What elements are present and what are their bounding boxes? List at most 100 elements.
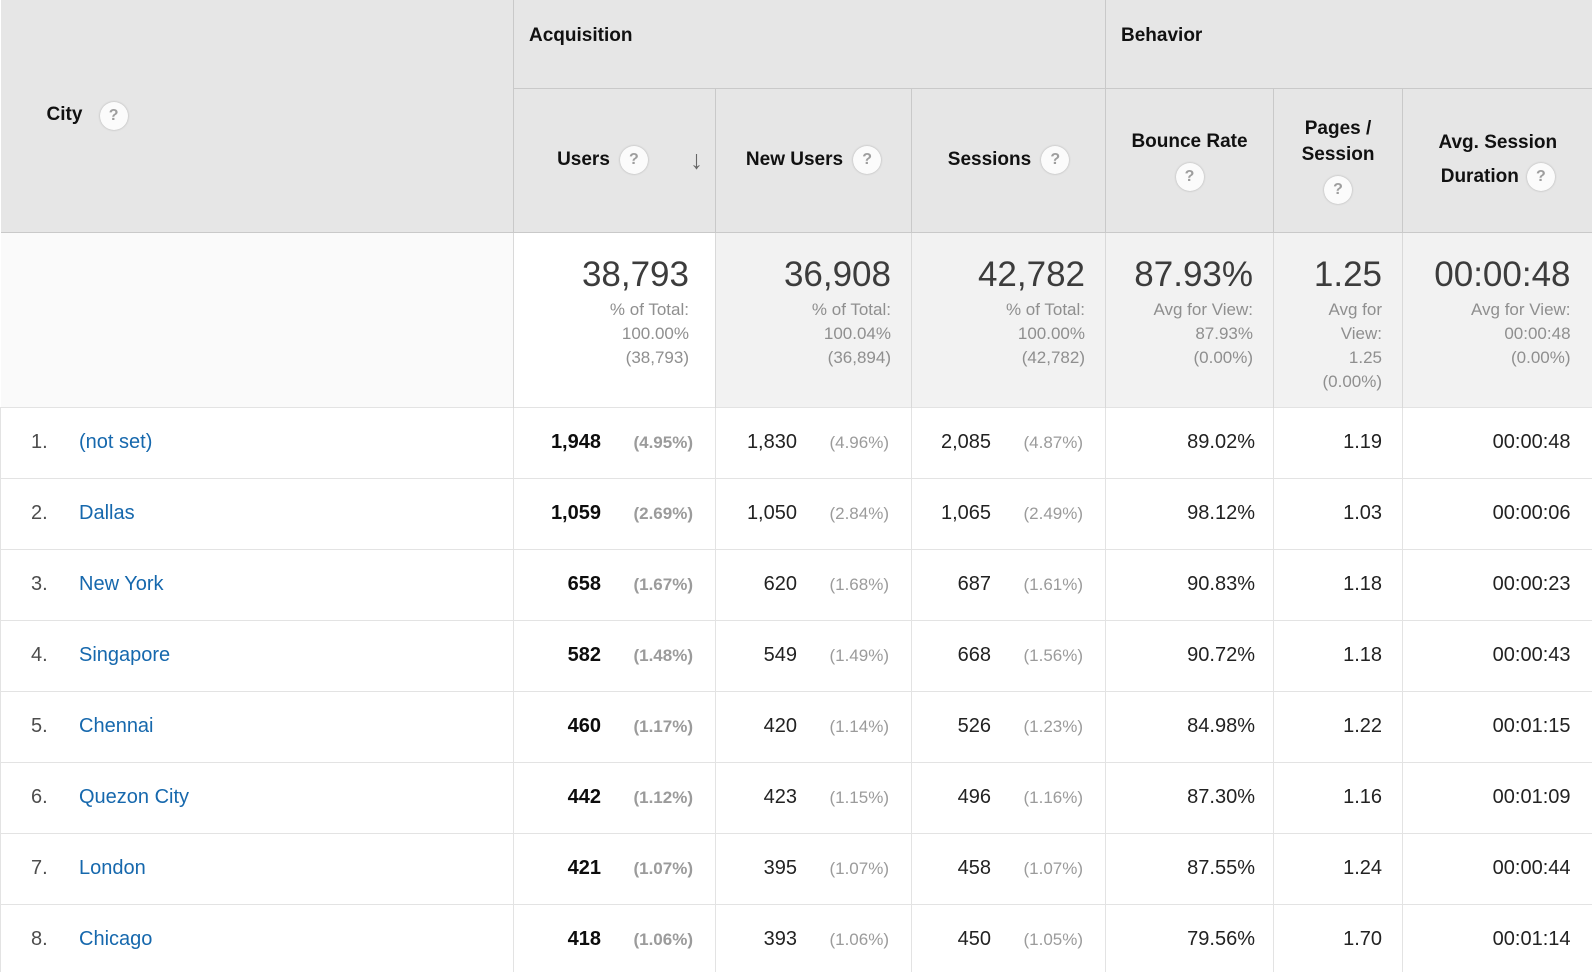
avg-session-duration-cell: 00:01:14 (1402, 903, 1592, 972)
pages-session-value: 1.22 (1343, 715, 1383, 737)
column-header-avg-session-duration[interactable]: Avg. Session Duration? (1402, 87, 1592, 233)
bounce-rate-cell: 90.83% (1105, 548, 1274, 620)
users-value: 1,059 (550, 502, 601, 524)
new-users-cell: 1,830 (4.96%) (715, 406, 912, 478)
city-cell: 6. Quezon City (0, 761, 514, 833)
row-index: 4. (31, 644, 48, 666)
users-percent: (1.12%) (633, 787, 693, 807)
avg-session-duration-value: 00:00:44 (1492, 857, 1571, 879)
table-row: 7. London 421 (1.07%) 395 (1.07%) 458 (1.07%) 87… (0, 832, 1592, 904)
table-row: 5. Chennai 460 (1.17%) 420 (1.14%) 526 (1.23%) 8… (0, 690, 1592, 762)
new-users-percent: (1.07%) (829, 858, 889, 878)
avg-session-duration-value: 00:01:09 (1492, 786, 1571, 808)
new-users-cell: 549 (1.49%) (715, 619, 912, 691)
help-icon[interactable]: ? (1041, 146, 1070, 174)
pages-session-cell: 1.70 (1273, 903, 1403, 972)
users-value: 418 (567, 928, 601, 951)
bounce-rate-cell: 87.30% (1105, 761, 1274, 833)
new-users-percent: (1.49%) (829, 645, 889, 665)
row-index: 2. (31, 502, 48, 524)
summary-new-users-subtext: % of Total: 100.04% (36,894) (811, 299, 891, 367)
avg-session-duration-cell: 00:00:43 (1402, 619, 1592, 691)
help-icon[interactable]: ? (1175, 162, 1204, 191)
users-cell: 418 (1.06%) (513, 903, 716, 972)
new-users-percent: (1.15%) (829, 787, 889, 807)
new-users-value: 549 (763, 644, 797, 666)
bounce-rate-cell: 89.02% (1105, 406, 1274, 478)
new-users-value: 423 (763, 786, 797, 808)
table-row: 6. Quezon City 442 (1.12%) 423 (1.15%) 496 (1.1… (0, 761, 1592, 833)
help-icon[interactable]: ? (1526, 162, 1555, 191)
sessions-cell: 458 (1.07%) (910, 832, 1106, 904)
users-value: 442 (567, 786, 601, 808)
sessions-cell: 668 (1.56%) (910, 619, 1106, 691)
avg-session-duration-cell: 00:00:06 (1402, 477, 1592, 549)
city-link[interactable]: New York (79, 573, 164, 595)
sort-descending-icon[interactable]: ↓ (690, 144, 703, 175)
summary-sessions-total: 42,782 (977, 254, 1086, 294)
avg-session-duration-value: 00:01:14 (1492, 928, 1571, 951)
users-cell: 582 (1.48%) (513, 619, 716, 691)
sessions-percent: (1.56%) (1023, 645, 1084, 665)
new-users-value: 393 (763, 928, 797, 951)
acquisition-group-label: Acquisition (529, 25, 633, 46)
avg-session-duration-value: 00:00:43 (1492, 644, 1571, 666)
city-link[interactable]: Singapore (79, 644, 171, 666)
city-header-label: City (46, 103, 83, 125)
sessions-cell: 450 (1.05%) (910, 903, 1106, 972)
avg-session-duration-cell: 00:01:09 (1402, 761, 1592, 833)
column-header-city[interactable]: City ? (0, 0, 514, 233)
summary-users-total: 38,793 (581, 254, 689, 294)
column-header-users[interactable]: Users ? ↓ (513, 87, 716, 233)
city-cell: 7. London (0, 832, 514, 904)
sessions-percent: (1.07%) (1023, 858, 1084, 878)
group-header-behavior: Behavior (1105, 0, 1592, 88)
help-icon[interactable]: ? (99, 101, 128, 130)
city-link[interactable]: Quezon City (79, 786, 190, 808)
column-header-new-users[interactable]: New Users ? (715, 87, 912, 233)
users-percent: (4.95%) (633, 432, 693, 452)
pages-session-value: 1.24 (1343, 857, 1383, 879)
city-link[interactable]: Chennai (79, 715, 154, 737)
column-header-bounce-rate[interactable]: Bounce Rate ? (1105, 87, 1274, 233)
city-cell: 3. New York (0, 548, 514, 620)
city-cell: 4. Singapore (0, 619, 514, 691)
pages-session-value: 1.03 (1343, 502, 1383, 524)
users-percent: (2.69%) (633, 503, 693, 523)
sessions-cell: 1,065 (2.49%) (910, 477, 1106, 549)
sessions-value: 2,085 (940, 431, 992, 453)
new-users-cell: 1,050 (2.84%) (715, 477, 912, 549)
column-header-sessions[interactable]: Sessions ? (910, 87, 1106, 233)
users-cell: 658 (1.67%) (513, 548, 716, 620)
users-value: 658 (567, 573, 601, 595)
bounce-rate-value: 87.30% (1187, 786, 1256, 808)
sessions-cell: 687 (1.61%) (910, 548, 1106, 620)
users-percent: (1.07%) (633, 858, 693, 878)
sessions-value: 668 (957, 644, 992, 666)
pages-session-cell: 1.18 (1273, 548, 1403, 620)
users-value: 460 (567, 715, 601, 737)
city-link[interactable]: Dallas (79, 502, 135, 524)
summary-duration-total: 00:00:48 (1434, 254, 1571, 294)
row-index: 3. (31, 573, 48, 595)
city-link[interactable]: (not set) (79, 431, 153, 453)
city-link[interactable]: Chicago (79, 928, 153, 951)
sessions-value: 687 (957, 573, 992, 595)
sessions-percent: (1.23%) (1023, 716, 1084, 736)
column-header-pages-session[interactable]: Pages / Session ? (1273, 87, 1403, 233)
pages-session-value: 1.18 (1343, 644, 1383, 666)
group-header-acquisition: Acquisition (512, 0, 1106, 88)
help-icon[interactable]: ? (619, 146, 648, 174)
new-users-cell: 423 (1.15%) (715, 761, 912, 833)
help-icon[interactable]: ? (1324, 175, 1353, 204)
pages-session-value: 1.16 (1343, 786, 1383, 808)
pages-session-cell: 1.16 (1273, 761, 1403, 833)
bounce-rate-value: 87.55% (1187, 857, 1256, 879)
summary-bounce-rate-subtext: Avg for View: 87.93% (0.00%) (1153, 299, 1254, 367)
summary-users-cell: 38,793 % of Total: 100.00% (38,793) (513, 232, 716, 407)
new-users-percent: (1.14%) (829, 716, 889, 736)
city-link[interactable]: London (79, 857, 146, 879)
pages-session-cell: 1.24 (1273, 832, 1403, 904)
city-cell: 5. Chennai (0, 690, 514, 762)
help-icon[interactable]: ? (853, 146, 882, 174)
